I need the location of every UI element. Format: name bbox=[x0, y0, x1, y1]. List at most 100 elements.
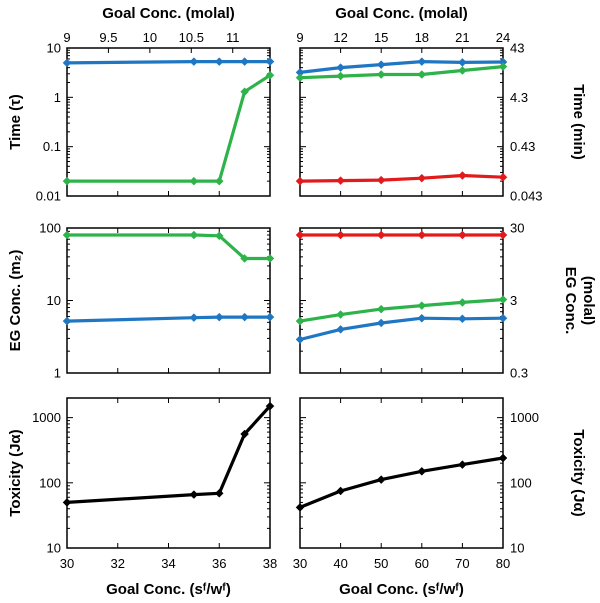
time-right-top-tick-label: 24 bbox=[496, 30, 510, 45]
eg-left-series-green-point bbox=[240, 254, 249, 263]
eg-left-panel bbox=[62, 227, 275, 374]
eg-right-series-blue-point bbox=[498, 313, 508, 323]
eg-right-series-red-point bbox=[417, 230, 427, 240]
tox-right-series-black-point bbox=[458, 460, 467, 469]
time-right-top-tick-label: 21 bbox=[455, 30, 469, 45]
time-left-top-tick-label: 9 bbox=[63, 30, 70, 45]
tox-left-ylabel: Toxicity (Jα) bbox=[7, 429, 24, 516]
tox-right-xlabel: Goal Conc. (sᶠ/wᶠ) bbox=[339, 581, 464, 598]
time-right-series-red-point bbox=[376, 175, 386, 185]
eg-left-frame bbox=[66, 227, 271, 374]
time-right-series-green-point bbox=[498, 62, 508, 71]
time-right-series-red-line bbox=[299, 173, 504, 183]
eg-left-series-blue-point bbox=[240, 312, 249, 322]
tox-left-panel bbox=[62, 397, 275, 549]
eg-left-series-blue-point bbox=[62, 316, 72, 326]
eg-right-series-red-point bbox=[376, 230, 386, 240]
eg-right-series-red-point bbox=[498, 230, 508, 240]
time-left-series-blue-point bbox=[240, 57, 249, 66]
tox-left-series-black-point bbox=[265, 401, 275, 411]
time-right-series-green-point bbox=[376, 70, 386, 79]
eg-right-series-blue-point bbox=[336, 324, 345, 334]
time-right-series-green-point bbox=[417, 70, 427, 79]
eg-right-series-green-point bbox=[458, 298, 467, 307]
time-left-top-axis-label: Goal Conc. (molal) bbox=[102, 5, 235, 22]
time-right-series-green-point bbox=[336, 71, 345, 81]
eg-right-right-tick-label: 30 bbox=[510, 221, 524, 236]
eg-right-ylabel-right: EG Conc. bbox=[562, 267, 579, 335]
eg-left-series-green-point bbox=[265, 254, 275, 263]
eg-left-series-green-point bbox=[62, 230, 72, 240]
tox-left-frame bbox=[66, 397, 271, 549]
time-right-series-red-point bbox=[498, 172, 508, 182]
time-left-series-blue-point bbox=[214, 57, 224, 66]
time-right-right-tick-label: 0.43 bbox=[510, 139, 535, 154]
time-right-series-blue-point bbox=[376, 60, 386, 69]
time-right-top-axis-label: Goal Conc. (molal) bbox=[335, 5, 468, 22]
eg-right-series-blue-point bbox=[417, 313, 427, 323]
tox-left-ytick-label: 100 bbox=[39, 475, 61, 490]
time-right-series-blue-line bbox=[299, 59, 504, 74]
time-right-panel bbox=[295, 47, 508, 197]
time-right-series-green-point bbox=[295, 73, 305, 83]
time-right-top-tick-label: 12 bbox=[333, 30, 347, 45]
eg-left-series-blue-line bbox=[66, 315, 270, 323]
time-left-top-tick-label: 11 bbox=[226, 30, 240, 45]
tox-right-series-black-point bbox=[295, 503, 305, 512]
eg-right-series-green-point bbox=[498, 295, 508, 304]
eg-left-ytick-label: 10 bbox=[47, 293, 61, 308]
time-right-series-blue-point bbox=[458, 58, 467, 67]
tox-left-ytick-label: 1000 bbox=[32, 410, 61, 425]
time-left-top-tick-label: 10.5 bbox=[179, 30, 204, 45]
time-left-panel bbox=[62, 47, 275, 197]
tox-right-xtick-label: 70 bbox=[455, 556, 469, 571]
eg-left-ylabel: EG Conc. (m₂) bbox=[7, 250, 24, 352]
tox-right-series-black-point bbox=[498, 453, 508, 463]
time-left-series-blue-point bbox=[62, 58, 72, 68]
time-left-top-tick-label: 10 bbox=[143, 30, 157, 45]
tox-left-series-black-line bbox=[66, 405, 272, 504]
tox-right-frame bbox=[299, 397, 504, 549]
tox-right-series-black-point bbox=[376, 475, 386, 484]
time-right-top-tick-label: 18 bbox=[415, 30, 429, 45]
tox-right-xtick-label: 60 bbox=[415, 556, 429, 571]
eg-right-series-red-point bbox=[336, 230, 345, 240]
time-left-frame bbox=[66, 47, 271, 197]
time-left-ylabel: Time (τ) bbox=[7, 94, 24, 150]
time-right-ylabel-right: Time (min) bbox=[570, 84, 587, 160]
tox-right-right-tick-label: 1000 bbox=[510, 410, 539, 425]
eg-left-series-green-point bbox=[189, 230, 199, 240]
tox-right-xtick-label: 40 bbox=[333, 556, 347, 571]
tox-right-xtick-label: 80 bbox=[496, 556, 510, 571]
eg-right-series-green-point bbox=[376, 304, 386, 314]
time-right-series-red-point bbox=[295, 176, 305, 186]
time-left-series-blue-point bbox=[265, 57, 275, 66]
time-left-ytick-label: 10 bbox=[47, 41, 61, 56]
time-left-series-green-line bbox=[67, 73, 271, 183]
eg-left-series-green-point bbox=[214, 231, 224, 241]
tox-right-series-black-point bbox=[417, 466, 427, 476]
time-right-series-green-point bbox=[458, 66, 467, 75]
time-left-ytick-label: 0.1 bbox=[43, 139, 61, 154]
time-left-series-blue-point bbox=[189, 57, 199, 66]
time-left-series-blue-line bbox=[66, 59, 270, 65]
eg-right-ylabel-right-2: (molal) bbox=[580, 276, 597, 325]
time-right-right-tick-label: 43 bbox=[510, 41, 524, 56]
time-right-right-tick-label: 4.3 bbox=[510, 90, 528, 105]
eg-right-series-red-point bbox=[295, 230, 305, 240]
eg-left-ytick-label: 1 bbox=[54, 366, 61, 381]
tox-left-xtick-label: 38 bbox=[263, 556, 277, 571]
time-right-series-blue-point bbox=[417, 57, 427, 66]
time-right-series-blue-point bbox=[336, 63, 345, 72]
tox-right-panel bbox=[295, 397, 508, 549]
tox-left-series-black-point bbox=[214, 488, 224, 498]
time-left-series-green-point bbox=[189, 176, 199, 186]
eg-left-ytick-label: 100 bbox=[39, 221, 61, 236]
tox-left-ytick-label: 10 bbox=[47, 541, 61, 556]
eg-right-series-blue-point bbox=[295, 335, 305, 344]
time-right-right-tick-label: 0.043 bbox=[510, 189, 543, 204]
time-left-series-green-point bbox=[265, 70, 275, 80]
tox-right-right-tick-label: 100 bbox=[510, 475, 532, 490]
tox-left-xtick-label: 32 bbox=[111, 556, 125, 571]
